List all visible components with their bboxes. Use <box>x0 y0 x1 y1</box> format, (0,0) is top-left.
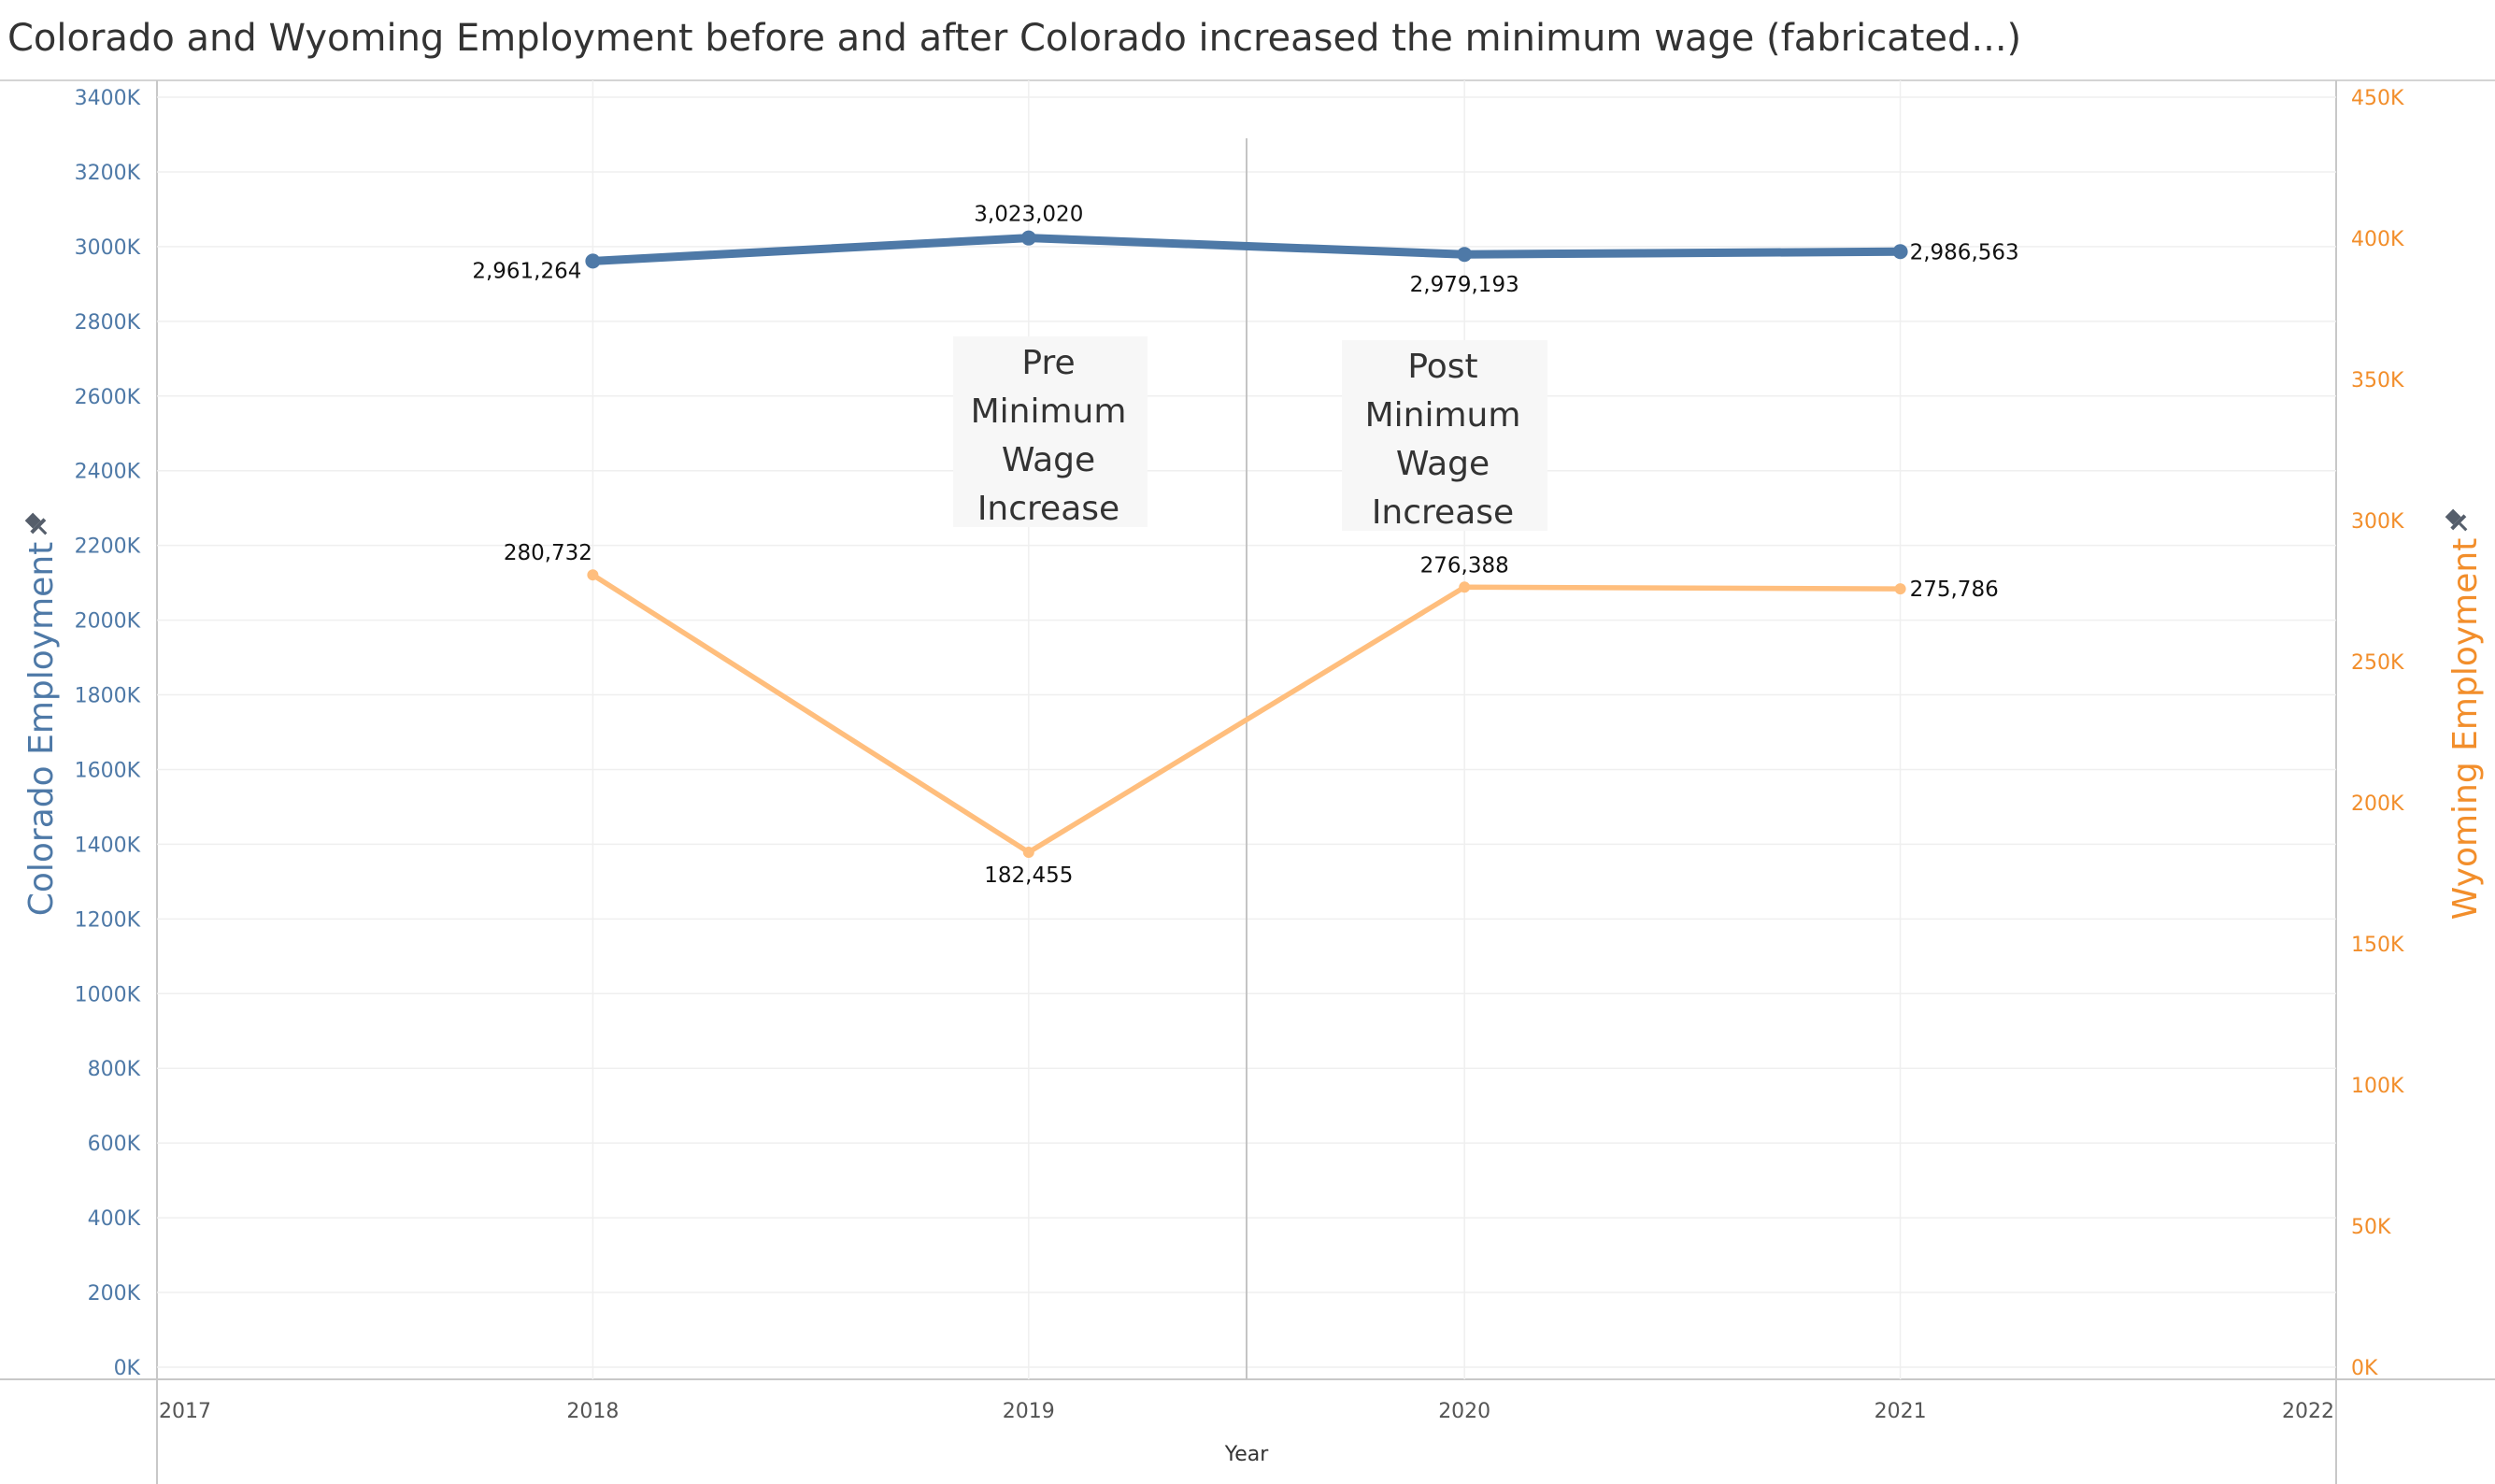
left-tick-label: 2200K <box>75 535 141 559</box>
x-axis-title: Year <box>1224 1443 1270 1466</box>
right-tick-label: 450K <box>2351 87 2404 110</box>
left-tick-label: 3200K <box>75 162 141 185</box>
annotation-line: Wage <box>1396 445 1490 483</box>
data-point[interactable] <box>1022 846 1034 858</box>
left-tick-label: 2000K <box>75 610 141 634</box>
left-tick-label: 2800K <box>75 311 141 335</box>
right-tick-label: 200K <box>2351 792 2404 816</box>
data-labels: 2,961,264 3,023,020 2,979,193 2,986,563 280,… <box>472 203 2018 888</box>
chart-title: Colorado and Wyoming Employment before a… <box>7 17 2021 60</box>
right-tick-label: 150K <box>2351 934 2404 957</box>
x-tick-label: 2019 <box>1003 1400 1055 1423</box>
right-tick-label: 350K <box>2351 369 2404 392</box>
data-label: 2,986,563 <box>1910 240 2019 264</box>
wyoming-series <box>587 569 1906 858</box>
left-tick-label: 1200K <box>75 908 141 932</box>
annotation-line: Post <box>1407 348 1477 386</box>
right-axis-title: Wyoming Employment <box>2446 538 2485 920</box>
right-tick-label: 300K <box>2351 510 2404 534</box>
left-tick-label: 800K <box>88 1058 141 1081</box>
right-tick-label: 0K <box>2351 1357 2378 1380</box>
right-tick-label: 400K <box>2351 228 2404 251</box>
x-tick-label: 2017 <box>159 1400 211 1423</box>
data-label: 280,732 <box>504 541 592 565</box>
data-label: 2,979,193 <box>1410 273 1519 297</box>
annotation-line: Increase <box>1372 493 1514 532</box>
wyoming-line <box>590 572 1903 855</box>
left-tick-label: 200K <box>88 1282 141 1306</box>
annotation-line: Minimum <box>1365 396 1521 435</box>
annotations: Pre Minimum Wage Increase Post Minimum Wage Inc… <box>953 336 1547 532</box>
data-point[interactable] <box>1894 583 1906 595</box>
annotation-box <box>953 336 1148 527</box>
data-point[interactable] <box>1459 581 1471 593</box>
left-tick-label: 1000K <box>75 983 141 1006</box>
x-tick-label: 2020 <box>1438 1400 1490 1423</box>
series-lines <box>585 230 1908 858</box>
annotation-box <box>1342 340 1547 531</box>
right-axis-ticks: 0K 50K 100K 150K 200K 250K 300K 350K 400K 450K <box>2351 87 2404 1380</box>
data-point[interactable] <box>1020 230 1036 246</box>
left-tick-label: 2400K <box>75 461 141 484</box>
left-tick-label: 600K <box>88 1133 141 1156</box>
annotation-line: Wage <box>1002 441 1095 479</box>
left-tick-label: 0K <box>114 1357 141 1380</box>
x-axis-ticks: 2017 2018 2019 2020 2021 2022 <box>159 1400 2334 1423</box>
pre-increase-annotation: Pre Minimum Wage Increase <box>953 336 1148 528</box>
annotation-line: Increase <box>977 490 1119 528</box>
data-label: 275,786 <box>1910 578 1999 602</box>
post-increase-annotation: Post Minimum Wage Increase <box>1342 340 1547 532</box>
left-tick-label: 3000K <box>75 236 141 260</box>
right-tick-label: 250K <box>2351 651 2404 675</box>
right-tick-label: 50K <box>2351 1216 2391 1239</box>
left-axis-ticks: 0K 200K 400K 600K 800K 1000K 1200K 1400K 1600K 18… <box>75 87 141 1380</box>
colorado-line <box>588 234 1905 265</box>
x-tick-label: 2018 <box>566 1400 619 1423</box>
left-pin-icon[interactable] <box>22 510 53 541</box>
data-label: 276,388 <box>1420 553 1509 578</box>
left-tick-label: 1400K <box>75 834 141 857</box>
colorado-series <box>585 230 1908 269</box>
left-axis-title: Colorado Employment <box>22 542 61 917</box>
left-tick-label: 3400K <box>75 87 141 110</box>
left-tick-label: 400K <box>88 1207 141 1231</box>
left-tick-label: 1800K <box>75 685 141 708</box>
left-tick-label: 1600K <box>75 759 141 782</box>
data-label: 182,455 <box>984 863 1073 888</box>
data-point[interactable] <box>587 569 599 581</box>
annotation-line: Pre <box>1021 344 1075 382</box>
left-tick-label: 2600K <box>75 386 141 409</box>
annotation-line: Minimum <box>971 392 1127 431</box>
x-tick-label: 2021 <box>1875 1400 1927 1423</box>
data-label: 3,023,020 <box>974 203 1083 227</box>
data-point[interactable] <box>1892 244 1908 260</box>
data-point[interactable] <box>585 253 601 269</box>
data-point[interactable] <box>1457 247 1473 263</box>
x-tick-label: 2022 <box>2282 1400 2334 1423</box>
right-tick-label: 100K <box>2351 1075 2404 1098</box>
data-label: 2,961,264 <box>472 259 581 283</box>
